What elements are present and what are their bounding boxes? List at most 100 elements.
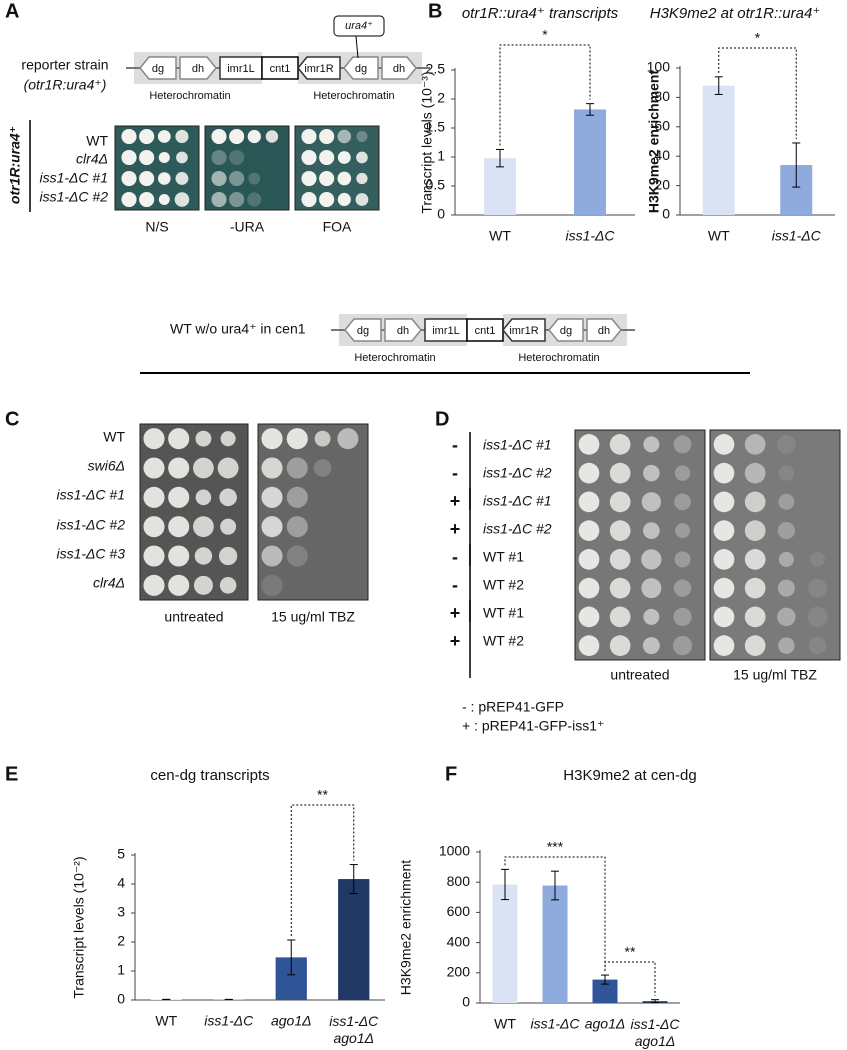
y-tick-label: 40 (654, 147, 670, 163)
colony-spot (337, 151, 351, 164)
diagram-element (586, 318, 622, 342)
colony-spot (286, 516, 308, 538)
diagram-element (466, 318, 504, 342)
colony-spot (641, 549, 662, 570)
colony-spot (337, 129, 352, 144)
significance-bracket (499, 44, 591, 146)
colony-spot (744, 520, 766, 541)
y-tick-label: 0 (117, 991, 125, 1007)
colony-spot (157, 130, 171, 143)
colony-spot (319, 191, 335, 208)
colony-spot (286, 457, 308, 479)
error-bar (651, 999, 659, 1004)
condition-label: untreated (610, 667, 669, 683)
panel-label: C (5, 408, 19, 430)
significance-label: ** (317, 787, 328, 803)
diagram-element (381, 56, 417, 80)
error-bar (714, 76, 723, 95)
strain-label: iss1-ΔC #1 (483, 493, 552, 509)
colony-spot (778, 551, 794, 567)
colony-spot (286, 428, 308, 450)
element-label: dg (357, 325, 369, 337)
significance-label: * (755, 30, 761, 46)
colony-spot (810, 551, 825, 567)
condition-label: FOA (323, 219, 352, 235)
error-bar (601, 974, 609, 985)
reporter-label: reporter strain (21, 57, 108, 73)
colony-spot (675, 523, 691, 539)
element-label: imr1R (509, 325, 538, 337)
colony-spot (744, 606, 766, 628)
diagram-element (384, 318, 422, 342)
colony-spot (643, 464, 660, 482)
colony-spot (301, 128, 317, 145)
strain-label: iss1-ΔC #2 (483, 521, 552, 537)
colony-spot (139, 128, 155, 145)
significance-label: * (542, 27, 548, 43)
colony-spot (195, 430, 212, 447)
colony-spot (286, 545, 308, 567)
colony-spot (713, 635, 735, 656)
sign-label: - (452, 575, 458, 595)
element-label: imr1R (304, 63, 333, 75)
y-tick-label: 0 (462, 994, 470, 1010)
insert-box (333, 15, 385, 37)
colony-spot (168, 516, 190, 538)
colony-spot (674, 465, 691, 481)
element-label: dg (355, 63, 367, 75)
element-label: cnt1 (475, 325, 496, 337)
colony-spot (158, 151, 170, 164)
x-tick-label: iss1-ΔC (530, 1016, 580, 1032)
condition-label: -URA (230, 219, 265, 235)
element-label: cnt1 (270, 63, 291, 75)
colony-spot (313, 459, 332, 477)
colony-spot (337, 171, 352, 186)
element-label: dh (598, 325, 610, 337)
diagram-element (344, 318, 382, 342)
x-tick-label: WT (489, 228, 511, 244)
colony-spot (673, 435, 692, 454)
y-tick-label: 0.5 (426, 177, 446, 193)
colony-spot (674, 493, 691, 511)
colony-spot (777, 607, 796, 627)
significance-bracket (718, 47, 797, 139)
bar (702, 85, 735, 215)
colony-spot (777, 579, 795, 597)
strain-label: clr4Δ (93, 575, 125, 591)
colony-spot (121, 128, 137, 145)
colony-spot (261, 486, 283, 508)
colony-spot (808, 637, 827, 655)
colony-spot (121, 170, 137, 187)
significance-bracket (290, 804, 355, 936)
colony-spot (609, 606, 631, 628)
y-tick-label: 2 (117, 933, 125, 949)
colony-spot (578, 549, 600, 570)
element-label: dh (393, 63, 405, 75)
x-tick-label: WT (494, 1016, 516, 1032)
y-tick-label: 2 (437, 90, 445, 106)
colony-spot (778, 493, 795, 510)
colony-spot (744, 635, 766, 656)
colony-spot (337, 428, 359, 450)
y-tick-label: 200 (447, 964, 471, 980)
x-tick-label: ago1Δ (271, 1013, 312, 1029)
colony-spot (248, 172, 261, 185)
strain-label: swi6Δ (88, 458, 125, 474)
insert-label: ura4⁺ (345, 20, 373, 32)
y-axis-label: H3K9me2 enrichment (646, 70, 662, 214)
colony-spot (220, 518, 237, 535)
region-label: Heterochromatin (354, 352, 435, 364)
colony-spot (778, 637, 795, 654)
colony-spot (609, 520, 631, 541)
bar (492, 884, 518, 1003)
y-tick-label: 1 (117, 962, 125, 978)
colony-spot (168, 486, 190, 508)
colony-spot (643, 608, 660, 625)
y-tick-label: 60 (654, 118, 670, 134)
strain-label: WT #1 (483, 549, 524, 565)
colony-spot (609, 635, 631, 656)
colony-spot (578, 635, 600, 656)
colony-spot (319, 170, 335, 187)
reporter-strain: (otr1R:ura4⁺) (24, 77, 107, 93)
